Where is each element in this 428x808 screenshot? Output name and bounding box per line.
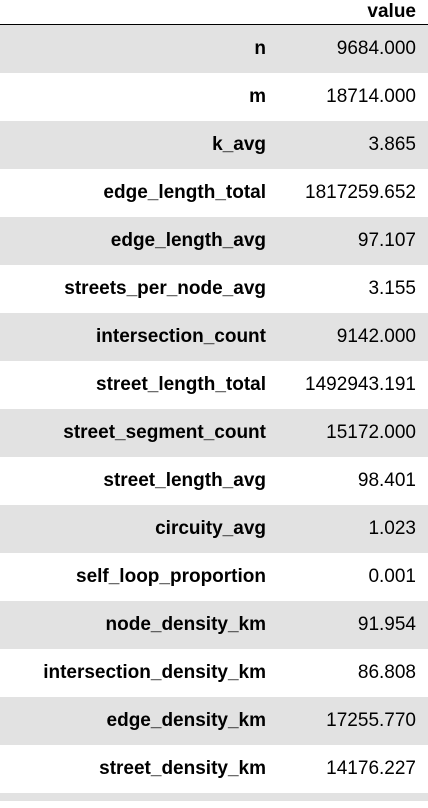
row-value: 9142.000 (336, 325, 416, 347)
row-label: edge_density_km (106, 709, 266, 731)
row-value: 1.023 (368, 517, 416, 539)
row-label: m (249, 85, 266, 107)
row-label: edge_length_avg (110, 229, 266, 251)
row-value: 9684.000 (336, 37, 416, 59)
table-row: m 18714.000 (0, 72, 428, 121)
table-row: node_density_km 91.954 (0, 600, 428, 649)
row-label: n (254, 37, 266, 59)
row-label: self_loop_proportion (76, 565, 266, 587)
table-row: street_length_avg 98.401 (0, 456, 428, 505)
row-value: 86.808 (357, 661, 416, 683)
row-value: 98.401 (357, 469, 416, 491)
row-value: 0.001 (368, 565, 416, 587)
row-label: streets_per_node_avg (64, 277, 266, 299)
row-label: circuity_avg (155, 517, 266, 539)
table-row: street_length_total 1492943.191 (0, 360, 428, 409)
table-row: circuity_avg 1.023 (0, 504, 428, 553)
row-value: 3.155 (368, 277, 416, 299)
row-label: street_density_km (99, 757, 266, 779)
row-label: k_avg (212, 133, 266, 155)
table-row: n 9684.000 (0, 24, 428, 73)
row-value: 17255.770 (326, 709, 416, 731)
table-row: edge_length_avg 97.107 (0, 216, 428, 265)
table-row: edge_density_km 17255.770 (0, 696, 428, 745)
row-label: street_segment_count (63, 421, 266, 443)
row-value: 18714.000 (326, 85, 416, 107)
row-value: 3.865 (368, 133, 416, 155)
row-label: intersection_density_km (43, 661, 266, 683)
row-label: intersection_count (96, 325, 266, 347)
row-label: street_length_total (96, 373, 266, 395)
table-header-row: value (0, 0, 428, 25)
row-value: 1817259.652 (305, 181, 416, 203)
table-row: street_density_km 14176.227 (0, 744, 428, 793)
row-value: 1492943.191 (305, 373, 416, 395)
table-row: streets_per_node_avg 3.155 (0, 264, 428, 313)
value-column-header: value (276, 0, 428, 25)
table-row: self_loop_proportion 0.001 (0, 552, 428, 601)
table-row: intersection_count 9142.000 (0, 312, 428, 361)
row-label: node_density_km (105, 613, 267, 635)
index-header (0, 0, 276, 25)
row-value: 97.107 (357, 229, 416, 251)
row-value: 14176.227 (326, 757, 416, 779)
row-value: 91.954 (357, 613, 416, 635)
table-row: intersection_density_km 86.808 (0, 648, 428, 697)
row-label: edge_length_total (103, 181, 266, 203)
table-row: street_segment_count 15172.000 (0, 408, 428, 457)
row-value: 15172.000 (326, 421, 416, 443)
table-row: k_avg 3.865 (0, 120, 428, 169)
table-row-partial (0, 792, 428, 801)
row-label: street_length_avg (103, 469, 266, 491)
table-row: edge_length_total 1817259.652 (0, 168, 428, 217)
